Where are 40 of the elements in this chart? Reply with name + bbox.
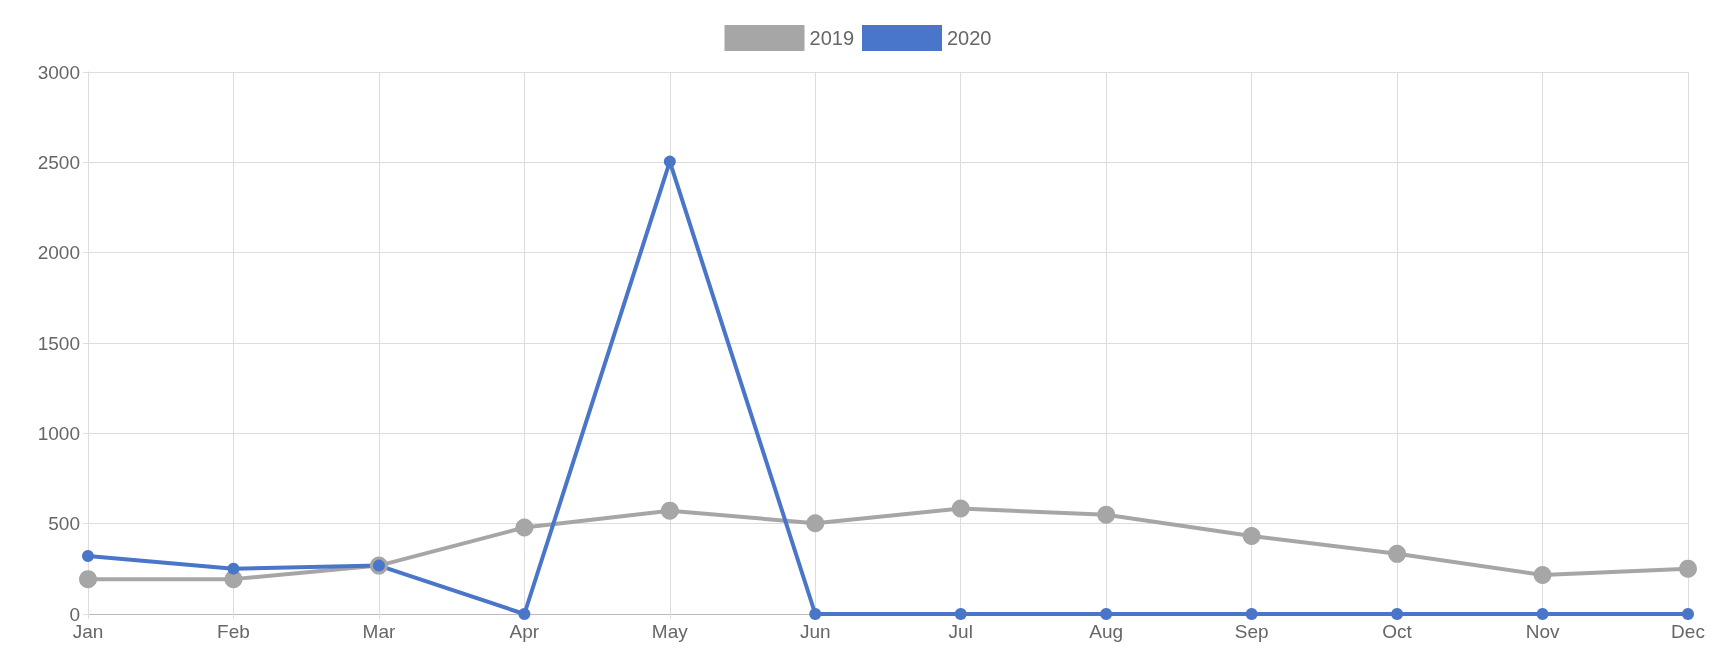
point bbox=[1536, 608, 1549, 620]
y-tick-label: 1000 bbox=[37, 422, 80, 444]
point bbox=[1097, 505, 1116, 524]
point bbox=[1100, 608, 1113, 620]
x-tick-label: Oct bbox=[1382, 621, 1413, 642]
x-tick-label: Aug bbox=[1089, 621, 1124, 642]
y-tick-label: 2500 bbox=[37, 151, 80, 173]
y-tick-label: 3000 bbox=[37, 61, 80, 83]
point bbox=[1682, 608, 1694, 620]
point bbox=[809, 608, 822, 620]
x-tick-label: Dec bbox=[1671, 621, 1705, 642]
point bbox=[1679, 559, 1697, 578]
point bbox=[1245, 608, 1258, 620]
point bbox=[82, 550, 94, 562]
x-tick-label: Apr bbox=[509, 621, 540, 642]
x-tick-label: Feb bbox=[217, 621, 250, 642]
point bbox=[663, 155, 676, 168]
point bbox=[1388, 544, 1407, 563]
x-tick-label: May bbox=[651, 621, 689, 642]
legend-label: 2019 bbox=[809, 27, 855, 49]
point bbox=[1242, 526, 1261, 545]
y-tick-label: 1500 bbox=[37, 332, 80, 354]
point bbox=[951, 499, 970, 518]
x-tick-label: Jun bbox=[799, 621, 831, 642]
x-tick-label: Mar bbox=[362, 621, 396, 642]
point bbox=[1533, 565, 1552, 584]
point bbox=[660, 501, 679, 520]
y-tick-label: 2000 bbox=[37, 242, 80, 264]
point bbox=[806, 514, 825, 533]
y-tick-label: 500 bbox=[48, 513, 80, 535]
x-tick-label: Jul bbox=[948, 621, 973, 642]
point bbox=[515, 518, 534, 537]
point bbox=[1391, 608, 1404, 620]
point bbox=[227, 562, 240, 575]
x-tick-label: Nov bbox=[1525, 621, 1560, 642]
point bbox=[518, 608, 531, 620]
point bbox=[79, 570, 97, 589]
point bbox=[954, 608, 967, 620]
x-tick-label: Sep bbox=[1234, 621, 1269, 642]
legend-label: 2020 bbox=[947, 27, 992, 49]
